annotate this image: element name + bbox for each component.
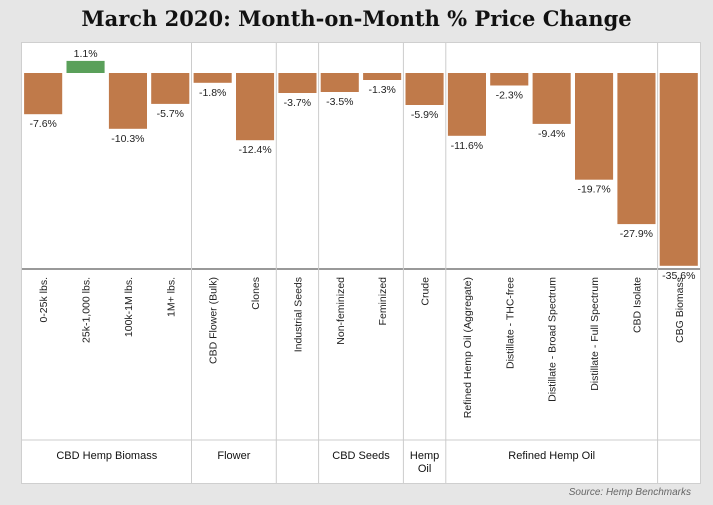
value-label-7: -3.5%: [326, 96, 353, 108]
source-note: Source: Hemp Benchmarks: [568, 487, 691, 498]
category-label-6: Industrial Seeds: [292, 277, 304, 352]
value-label-11: -2.3%: [496, 90, 523, 102]
value-label-6: -3.7%: [284, 97, 311, 109]
bar-11: [490, 73, 529, 86]
category-label-15: CBG Biomass: [674, 277, 686, 343]
category-label-12: Distillate - Broad Spectrum: [547, 277, 559, 402]
bar-12: [532, 73, 571, 124]
bar-0: [24, 73, 63, 115]
value-label-2: -10.3%: [111, 133, 144, 145]
bar-chart: -7.6% 1.1% -10.3% -5.7% -1.8% -12.4% -3.7% -3.5…: [22, 43, 700, 483]
group-label-5: Refined Hemp Oil: [508, 450, 595, 462]
value-label-0: -7.6%: [29, 118, 56, 130]
chart-panel: -7.6% 1.1% -10.3% -5.7% -1.8% -12.4% -3.7% -3.5…: [21, 42, 701, 484]
value-label-4: -1.8%: [199, 87, 226, 99]
group-label-3: CBD Seeds: [332, 450, 390, 462]
value-label-14: -27.9%: [620, 228, 653, 240]
chart-title: March 2020: Month-on-Month % Price Chang…: [81, 6, 632, 31]
category-label-14: CBD Isolate: [631, 277, 643, 333]
value-label-10: -11.6%: [451, 140, 484, 152]
value-label-15: -35.6%: [662, 270, 695, 282]
category-label-7: Non-feminized: [335, 277, 347, 345]
value-label-8: -1.3%: [368, 84, 395, 96]
category-label-2: 100k-1M lbs.: [123, 277, 135, 337]
category-label-11: Distillate - THC-free: [504, 277, 516, 369]
bar-2: [108, 73, 147, 129]
category-label-1: 25k-1,000 lbs.: [81, 277, 93, 343]
bar-13: [575, 73, 614, 180]
value-label-12: -9.4%: [538, 128, 565, 140]
group-label-4-1: Oil: [418, 463, 431, 475]
bar-10: [447, 73, 486, 136]
bar-9: [405, 73, 444, 105]
bar-5: [236, 73, 275, 141]
category-label-8: Feminized: [377, 277, 389, 326]
value-label-1: 1.1%: [74, 48, 98, 60]
value-label-3: -5.7%: [157, 108, 184, 120]
bar-1: [66, 60, 105, 73]
value-label-13: -19.7%: [577, 184, 610, 196]
bar-15: [659, 73, 698, 266]
category-label-5: Clones: [250, 277, 262, 310]
category-label-3: 1M+ lbs.: [165, 277, 177, 317]
category-label-13: Distillate - Full Spectrum: [589, 277, 601, 391]
category-label-4: CBD Flower (Bulk): [208, 277, 220, 364]
bar-14: [617, 73, 656, 225]
group-label-0: CBD Hemp Biomass: [56, 450, 157, 462]
bar-4: [193, 73, 232, 83]
group-label-4-0: Hemp: [410, 450, 439, 462]
group-label-1: Flower: [217, 450, 250, 462]
bar-7: [320, 73, 359, 92]
category-label-10: Refined Hemp Oil (Aggregate): [462, 277, 474, 418]
bar-8: [363, 73, 402, 80]
bar-3: [151, 73, 190, 104]
category-label-9: Crude: [420, 277, 432, 306]
category-label-0: 0-25k lbs.: [38, 277, 50, 323]
value-label-5: -12.4%: [238, 144, 271, 156]
bar-6: [278, 73, 317, 93]
value-label-9: -5.9%: [411, 109, 438, 121]
